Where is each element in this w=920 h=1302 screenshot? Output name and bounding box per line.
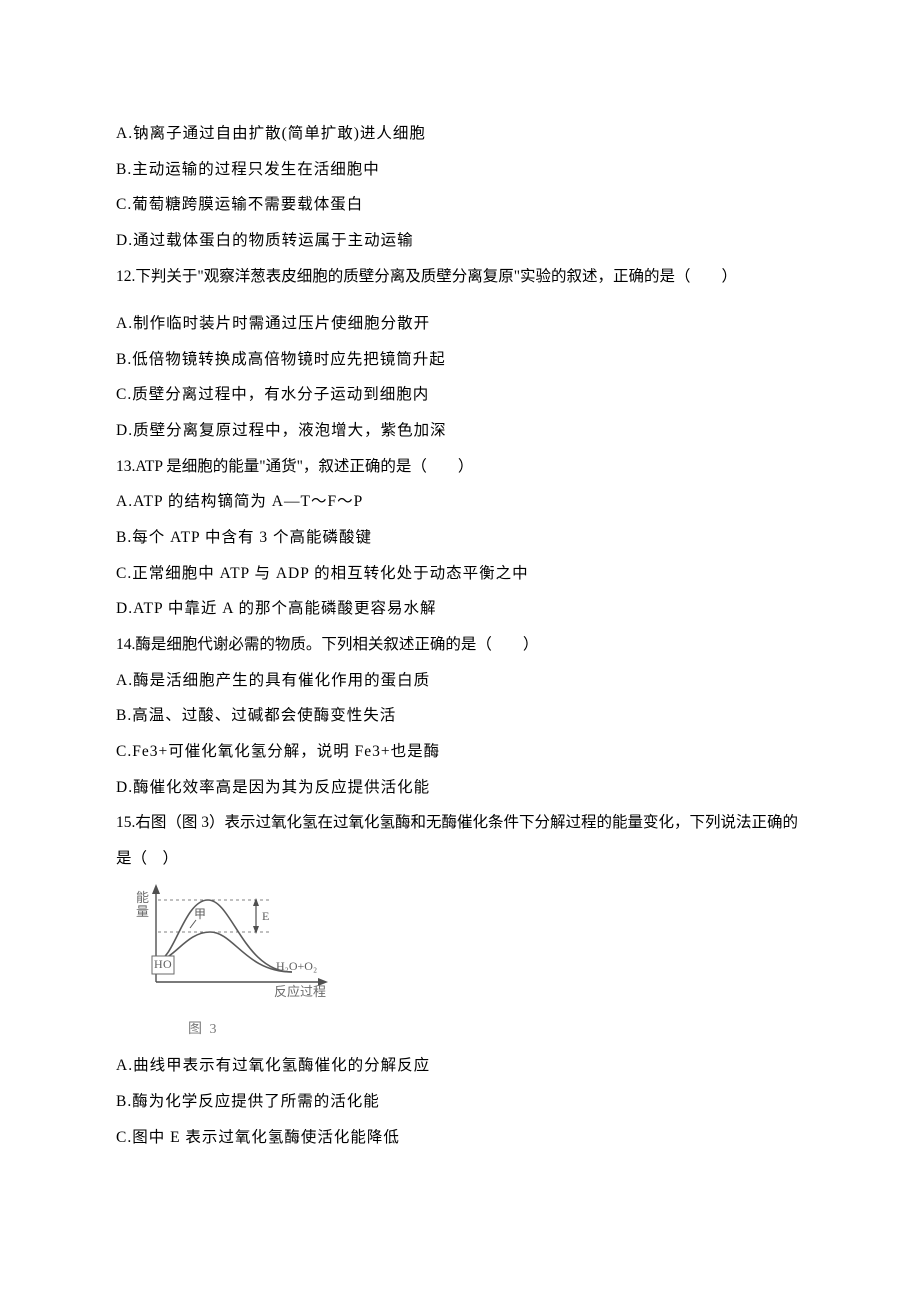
q15-option-b: B.酶为化学反应提供了所需的活化能 [116, 1084, 806, 1120]
q11-option-a: A.钠离子通过自由扩散(简单扩敢)进人细胞 [116, 116, 806, 152]
q15-option-a: A.曲线甲表示有过氧化氢酶催化的分解反应 [116, 1048, 806, 1084]
q14-option-b: B.高温、过酸、过碱都会使酶变性失活 [116, 698, 806, 734]
curve-high [158, 900, 292, 972]
q14-option-d: D.酶催化效率高是因为其为反应提供活化能 [116, 770, 806, 806]
q11-option-d: D.通过载体蛋白的物质转运属于主动运输 [116, 223, 806, 259]
q13-option-a: A.ATP 的结构镝简为 A—T～F～P [116, 484, 806, 520]
q12-option-c: C.质壁分离过程中，有水分子运动到细胞内 [116, 377, 806, 413]
q12-option-a: A.制作临时装片时需通过压片使细胞分散开 [116, 306, 806, 342]
curve-label: 甲 [194, 907, 206, 921]
figure-caption: 图 3 [188, 1014, 806, 1046]
left-compound-h: H [154, 957, 163, 971]
e-arrow-down-icon [253, 926, 259, 934]
right-compound: H₂O+O₂ [276, 959, 317, 973]
curve-label-pointer [190, 920, 196, 928]
q13-option-c: C.正常细胞中 ATP 与 ADP 的相互转化处于动态平衡之中 [116, 556, 806, 592]
q15-stem: 15.右图（图 3）表示过氧化氢在过氧化氢酶和无酶催化条件下分解过程的能量变化，… [116, 805, 806, 876]
q14-stem: 14.酶是细胞代谢必需的物质。下列相关叙述正确的是（ ） [116, 627, 806, 663]
y-axis-label-1: 能 [136, 890, 149, 905]
q13-stem: 13.ATP 是细胞的能量"通货"，叙述正确的是（ ） [116, 449, 806, 485]
y-axis-label-2: 量 [136, 904, 149, 919]
x-axis-label: 反应过程 [274, 984, 326, 999]
q15-option-c: C.图中 E 表示过氧化氢酶使活化能降低 [116, 1120, 806, 1156]
document-page: A.钠离子通过自由扩散(简单扩敢)进人细胞 B.主动运输的过程只发生在活细胞中 … [0, 0, 920, 1302]
e-arrow-up-icon [253, 898, 259, 906]
left-compound-o: O [163, 957, 172, 971]
figure-3: 能 量 甲 E H O H₂O+O₂ 反应过程 [124, 882, 806, 1046]
q12-option-d: D.质壁分离复原过程中，液泡增大，紫色加深 [116, 413, 806, 449]
curve-low [158, 932, 292, 972]
q13-option-d: D.ATP 中靠近 A 的那个高能磷酸更容易水解 [116, 591, 806, 627]
q11-option-b: B.主动运输的过程只发生在活细胞中 [116, 152, 806, 188]
q11-option-c: C.葡萄糖跨膜运输不需要载体蛋白 [116, 187, 806, 223]
e-label: E [262, 909, 269, 923]
q14-option-c: C.Fe3+可催化氧化氢分解，说明 Fe3+也是酶 [116, 734, 806, 770]
q14-option-a: A.酶是活细胞产生的具有催化作用的蛋白质 [116, 663, 806, 699]
q13-option-b: B.每个 ATP 中含有 3 个高能磷酸键 [116, 520, 806, 556]
q12-option-b: B.低倍物镜转换成高倍物镜时应先把镜筒升起 [116, 342, 806, 378]
q12-stem: 12.下判关于"观察洋葱表皮细胞的质壁分离及质壁分离复原"实验的叙述，正确的是（… [116, 259, 806, 295]
energy-diagram-svg: 能 量 甲 E H O H₂O+O₂ 反应过程 [124, 882, 334, 1002]
y-axis-arrow-icon [152, 884, 160, 894]
